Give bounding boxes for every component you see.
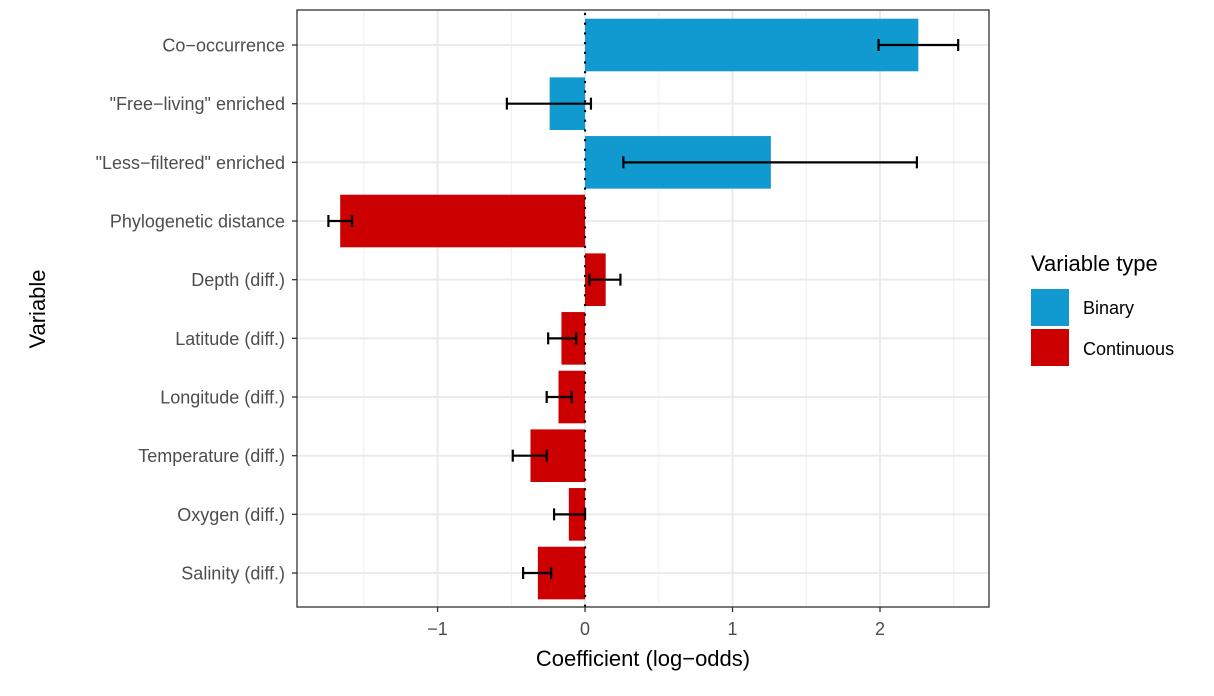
legend-key-continuous [1031, 329, 1069, 366]
error-bar [511, 449, 548, 462]
x-tick-label: 1 [728, 619, 738, 639]
y-tick-label: Phylogenetic distance [110, 212, 285, 232]
x-axis-title: Coefficient (log−odds) [536, 646, 750, 671]
x-axis: −1 0 1 2 [427, 607, 885, 639]
grid-lines [297, 10, 989, 607]
x-tick-label: 2 [875, 619, 885, 639]
y-axis: Co−occurrence "Free−living" enriched "Less… [96, 36, 297, 584]
error-bar [327, 215, 354, 228]
error-bar [545, 391, 573, 404]
error-bar [552, 508, 587, 521]
y-tick-label: Latitude (diff.) [175, 329, 285, 349]
error-bar [877, 39, 960, 51]
y-tick-label: Temperature (diff.) [138, 446, 285, 466]
legend-label-binary: Binary [1083, 298, 1134, 318]
x-tick-label: −1 [427, 619, 448, 639]
y-axis-title: Variable [25, 269, 50, 348]
legend-title: Variable type [1031, 251, 1158, 276]
error-bar [505, 97, 593, 110]
y-tick-label: Oxygen (diff.) [177, 505, 285, 525]
legend-label-continuous: Continuous [1083, 339, 1174, 359]
bar [340, 194, 586, 248]
y-tick-label: Longitude (diff.) [160, 388, 285, 408]
plot-panel-background [297, 10, 989, 607]
error-bar [622, 156, 918, 169]
y-tick-label: "Free−living" enriched [110, 94, 285, 114]
error-bars [327, 39, 960, 580]
error-bar [547, 332, 578, 345]
legend-key-binary [1031, 289, 1069, 326]
bar [585, 18, 919, 72]
plot-panel-border [296, 9, 990, 608]
y-tick-label: Depth (diff.) [191, 270, 285, 290]
y-tick-label: "Less−filtered" enriched [96, 153, 285, 173]
error-bar [521, 567, 553, 580]
y-tick-label: Salinity (diff.) [181, 564, 285, 584]
legend: Variable type Binary Continuous [1031, 251, 1174, 366]
x-tick-label: 0 [580, 619, 590, 639]
error-bar [588, 273, 622, 286]
y-tick-label: Co−occurrence [162, 36, 285, 56]
